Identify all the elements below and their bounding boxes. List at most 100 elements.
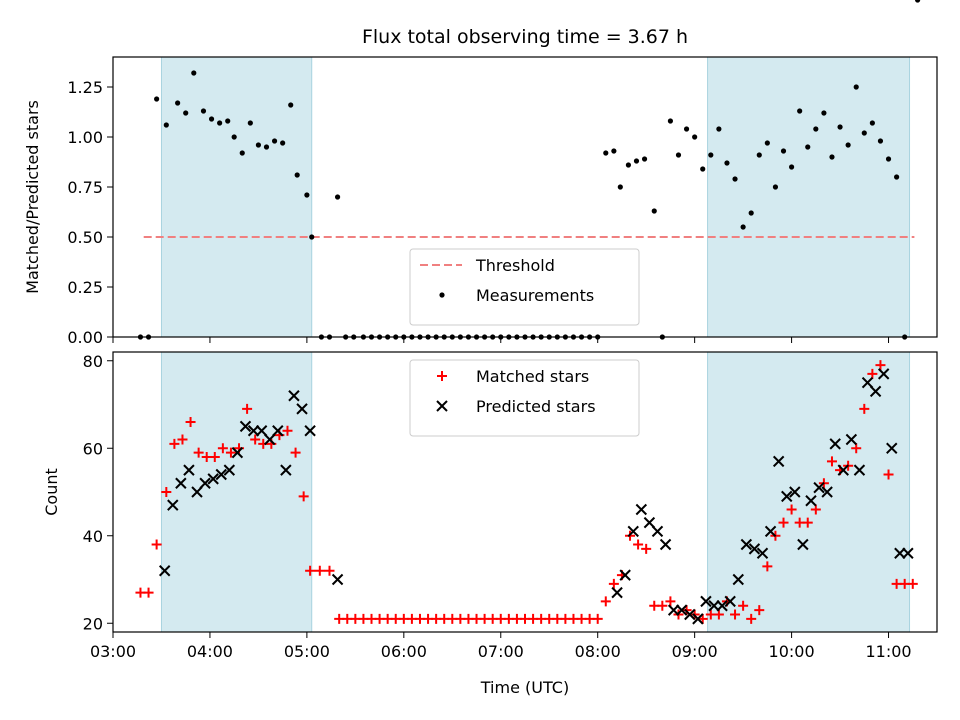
measurement-point <box>175 100 181 106</box>
predicted-star-point <box>183 464 195 476</box>
predicted-star-point <box>756 547 769 559</box>
matched-star-point <box>143 587 154 598</box>
matched-star-point <box>713 609 724 620</box>
matched-star-point <box>746 613 757 624</box>
measurement-point <box>294 172 300 178</box>
predicted-star-point <box>175 477 187 489</box>
matched-star-point <box>242 403 253 414</box>
predicted-star-point <box>191 486 203 498</box>
measurement-point <box>247 120 253 126</box>
y-tick-label: 60 <box>83 439 103 458</box>
measurement-point <box>200 108 207 114</box>
measurement-point <box>280 140 286 146</box>
measurement-point <box>692 134 698 140</box>
measurement-point <box>239 150 245 156</box>
measurement-point <box>309 234 315 240</box>
predicted-star-point <box>716 600 728 612</box>
predicted-star-point <box>651 525 664 538</box>
measurement-point <box>740 224 746 230</box>
matched-star-point <box>298 491 309 502</box>
legend-measurement-handle <box>439 292 445 298</box>
predicted-star-point <box>635 503 648 516</box>
predicted-star-point <box>627 525 639 538</box>
legend: Threshold Measurements <box>409 248 640 326</box>
matched-star-point <box>151 539 162 550</box>
measurement-point <box>869 120 875 126</box>
y-axis-label: Matched/Predicted stars <box>23 100 42 294</box>
count-panel: 20 40 60 80 03:00 04:00 05:00 06:00 07:00 08:00 09… <box>42 351 938 661</box>
x-tick-label: 04:00 <box>187 642 233 661</box>
measurement-point <box>217 120 223 126</box>
matched-star-point <box>786 504 797 515</box>
predicted-star-point <box>764 525 777 538</box>
legend-predicted-handle <box>436 400 448 412</box>
x-tick-label: 05:00 <box>284 642 330 661</box>
predicted-star-point <box>684 608 696 621</box>
measurement-point <box>813 126 819 132</box>
predicted-star-point <box>264 433 276 446</box>
predicted-star-point <box>797 538 809 551</box>
measurement-point <box>675 152 682 158</box>
matched-star-point <box>161 487 172 497</box>
matched-star-point <box>193 447 204 458</box>
measurement-point <box>853 84 859 90</box>
x-tick-label: 06:00 <box>381 642 427 661</box>
matched-star-point <box>697 613 708 624</box>
predicted-star-point <box>837 464 849 476</box>
measurement-point <box>263 144 270 150</box>
y-tick-label: 1.25 <box>67 78 103 97</box>
predicted-star-point <box>659 538 672 551</box>
matched-star-point <box>608 578 619 589</box>
matched-star-point <box>633 539 644 550</box>
matched-star-point <box>290 447 301 458</box>
matched-star-point <box>217 443 228 454</box>
matched-star-point <box>282 425 293 436</box>
matched-star-point <box>859 403 870 414</box>
measurement-point <box>829 154 835 160</box>
matched-star-point <box>657 600 668 611</box>
matched-star-point <box>810 504 821 515</box>
measurement-point <box>683 126 690 132</box>
predicted-star-point <box>789 486 801 498</box>
measurement-point <box>780 148 787 154</box>
predicted-star-point <box>877 368 890 380</box>
predicted-star-point <box>692 613 704 625</box>
measurement-point <box>716 126 722 132</box>
measurement-point <box>861 130 867 136</box>
matched-star-point <box>907 578 918 589</box>
predicted-star-point <box>772 455 785 468</box>
legend: Matched stars Predicted stars <box>409 359 640 437</box>
matched-star-point <box>209 452 220 462</box>
shaded-interval <box>160 56 313 338</box>
matched-star-point <box>225 447 236 458</box>
predicted-star-point <box>304 425 316 437</box>
predicted-star-point <box>158 565 171 577</box>
x-tick-label: 03:00 <box>90 642 136 661</box>
y-tick-label: 0.75 <box>67 178 103 197</box>
predicted-star-point <box>223 464 236 476</box>
predicted-star-point <box>611 586 623 599</box>
predicted-star-point <box>845 433 858 446</box>
shaded-interval <box>160 351 313 633</box>
predicted-star-point <box>331 573 344 586</box>
predicted-star-point <box>239 420 252 433</box>
measurement-point <box>625 162 632 168</box>
legend-matched-handle <box>437 371 447 381</box>
measurement-point <box>821 110 827 116</box>
ratio-panel: 0.00 0.25 0.50 0.75 1.00 1.25 Matched/Predicte… <box>23 0 938 347</box>
legend-label: Matched stars <box>476 367 589 386</box>
matched-star-point <box>867 368 878 379</box>
measurement-point <box>271 138 278 144</box>
measurement-point <box>756 152 762 158</box>
measurement-point <box>797 108 803 114</box>
measurement-point <box>894 174 900 180</box>
predicted-star-point <box>676 604 688 616</box>
measurement-point <box>641 156 648 162</box>
measurement-point <box>837 124 843 130</box>
predicted-star-point <box>732 573 744 586</box>
matched-star-point <box>851 443 862 454</box>
matched-star-point <box>883 469 894 480</box>
predicted-star-point <box>199 477 211 489</box>
axes-frame <box>112 351 938 633</box>
